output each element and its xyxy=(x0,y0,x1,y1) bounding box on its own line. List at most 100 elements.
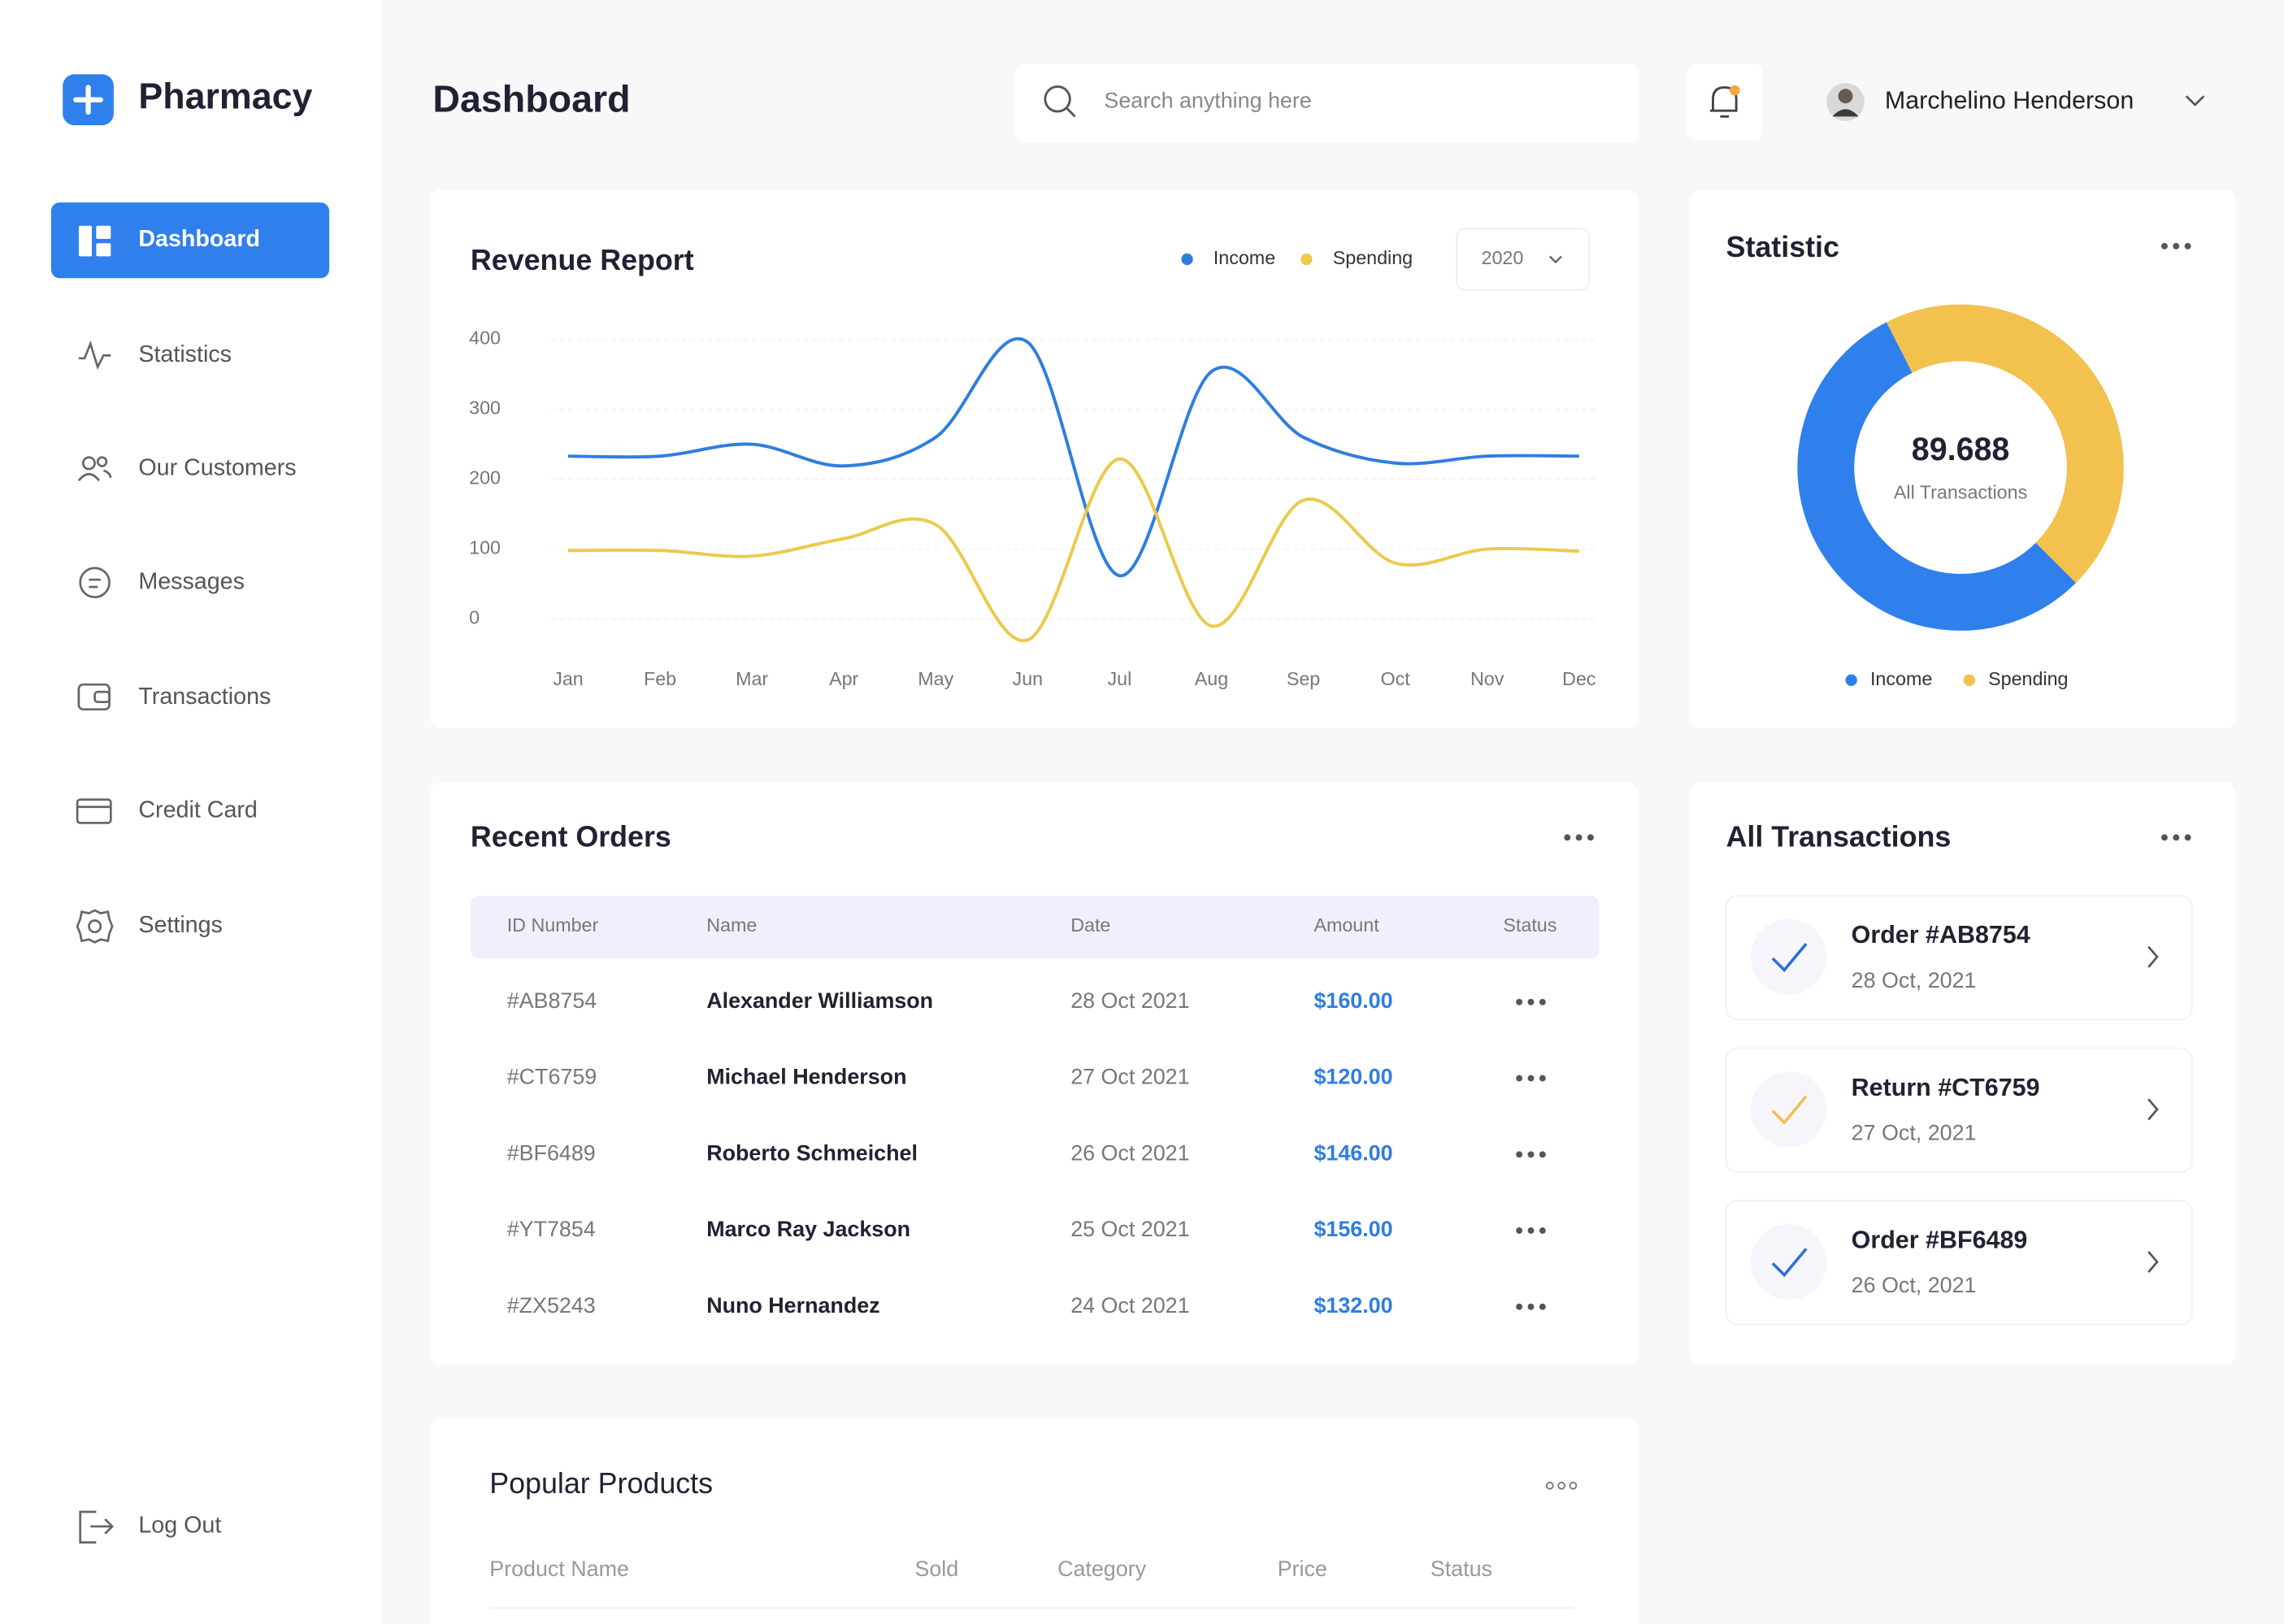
more-dot[interactable] xyxy=(1516,1151,1523,1158)
avatar-body xyxy=(1832,109,1859,117)
table-cell: #ZX5243 xyxy=(507,1293,596,1318)
more-dot[interactable] xyxy=(1527,998,1535,1005)
more-dot[interactable] xyxy=(1516,1303,1523,1310)
table-cell: #CT6759 xyxy=(507,1065,597,1089)
more-dot[interactable] xyxy=(2160,834,2168,841)
transaction-card[interactable] xyxy=(1725,1200,2193,1326)
x-tick-label: Dec xyxy=(1562,668,1596,689)
more-dot[interactable] xyxy=(1569,1481,1578,1490)
table-cell: $132.00 xyxy=(1314,1293,1392,1318)
card-title: Recent Orders xyxy=(471,821,671,853)
table-cell: $120.00 xyxy=(1314,1065,1392,1089)
nav-item[interactable]: Messages xyxy=(138,568,245,594)
table-cell: Marco Ray Jackson xyxy=(706,1217,910,1241)
transaction-chevron xyxy=(2147,1098,2159,1121)
more-dot[interactable] xyxy=(1527,1075,1535,1082)
nav-item[interactable]: Transactions xyxy=(138,684,271,710)
more-dot[interactable] xyxy=(2160,242,2168,250)
user-name[interactable]: Marchelino Henderson xyxy=(1885,86,2134,114)
table-header xyxy=(470,896,1600,959)
bell-button[interactable] xyxy=(1687,63,1763,141)
transaction-icon-bg xyxy=(1751,1071,1827,1148)
table-cell: $160.00 xyxy=(1314,988,1392,1013)
x-tick-label: May xyxy=(918,668,953,689)
logo-plus xyxy=(73,85,103,115)
more-dot[interactable] xyxy=(1564,834,1571,841)
y-tick-label: 200 xyxy=(469,467,501,489)
year-filter[interactable] xyxy=(1456,228,1591,291)
transaction-check xyxy=(1771,1248,1808,1278)
card-title: Popular Products xyxy=(489,1467,713,1500)
search-box[interactable] xyxy=(1015,63,1639,143)
y-tick-label: 100 xyxy=(469,537,501,558)
table-cell: 26 Oct 2021 xyxy=(1070,1140,1189,1165)
donut-center-value: 89.688 xyxy=(1912,432,2010,467)
year-filter-label[interactable]: 2020 xyxy=(1482,247,1524,268)
page-title: Dashboard xyxy=(432,78,630,120)
more-dot[interactable] xyxy=(1516,1075,1523,1082)
table-column: Sold xyxy=(914,1557,958,1581)
transaction-check xyxy=(1771,1095,1808,1125)
more-dot[interactable] xyxy=(2184,242,2191,250)
transaction-chevron xyxy=(2147,945,2159,968)
more-dot[interactable] xyxy=(1516,1227,1523,1234)
transaction-title: Return #CT6759 xyxy=(1852,1074,2040,1101)
transaction-date: 28 Oct, 2021 xyxy=(1852,968,1977,992)
more-dot[interactable] xyxy=(1539,1151,1546,1158)
table-column: Product Name xyxy=(489,1557,629,1581)
transaction-date: 26 Oct, 2021 xyxy=(1852,1273,1977,1297)
nav-active[interactable] xyxy=(50,202,330,279)
x-tick-label: Sep xyxy=(1287,668,1320,689)
card-title: All Transactions xyxy=(1726,821,1952,853)
more-dot[interactable] xyxy=(1539,1227,1546,1234)
more-dot[interactable] xyxy=(2173,834,2180,841)
nav-item[interactable]: Credit Card xyxy=(138,797,258,823)
more-dot[interactable] xyxy=(1527,1303,1535,1310)
transaction-title: Order #BF6489 xyxy=(1852,1226,2028,1253)
table-column: Date xyxy=(1070,914,1110,936)
more-dot[interactable] xyxy=(1539,1075,1546,1082)
bell-icon xyxy=(1709,86,1738,118)
legend-label: Income xyxy=(1870,668,1932,689)
x-tick-label: Oct xyxy=(1381,668,1411,689)
nav-item[interactable]: Statistics xyxy=(138,341,232,367)
icon-dashboard xyxy=(78,225,111,257)
search-placeholder: Search anything here xyxy=(1104,89,1311,113)
table-column: Category xyxy=(1057,1557,1147,1581)
more-dot[interactable] xyxy=(1557,1481,1565,1490)
more-dot[interactable] xyxy=(1539,998,1546,1005)
bell-badge xyxy=(1730,85,1740,96)
donut-slice xyxy=(1887,304,2124,584)
table-cell: Roberto Schmeichel xyxy=(706,1140,918,1165)
more-dot[interactable] xyxy=(1527,1151,1535,1158)
x-tick-label: Feb xyxy=(644,668,676,689)
nav-logout[interactable]: Log Out xyxy=(138,1513,221,1539)
more-dot[interactable] xyxy=(1575,834,1583,841)
y-tick-label: 400 xyxy=(469,328,501,349)
more-dot[interactable] xyxy=(1516,998,1523,1005)
x-tick-label: Jan xyxy=(553,668,584,689)
line-series xyxy=(567,457,1579,643)
more-dot[interactable] xyxy=(2173,242,2180,250)
table-cell: Michael Henderson xyxy=(706,1065,906,1089)
table-column: Price xyxy=(1278,1557,1327,1581)
more-dot[interactable] xyxy=(1587,834,1594,841)
nav-item[interactable]: Dashboard xyxy=(138,226,260,252)
transaction-card[interactable] xyxy=(1725,1047,2193,1173)
chart-title: Revenue Report xyxy=(471,244,694,276)
table-column: Status xyxy=(1431,1557,1492,1581)
nav-item[interactable]: Settings xyxy=(138,912,223,938)
more-dot[interactable] xyxy=(2184,834,2191,841)
legend-swatch xyxy=(1845,674,1857,686)
nav-item[interactable]: Our Customers xyxy=(138,455,296,481)
table-cell: #AB8754 xyxy=(507,988,597,1013)
transaction-card[interactable] xyxy=(1725,895,2193,1021)
search-icon xyxy=(1044,85,1071,113)
more-dot[interactable] xyxy=(1545,1481,1554,1490)
more-dot[interactable] xyxy=(1527,1227,1535,1234)
transaction-title: Order #AB8754 xyxy=(1852,921,2030,949)
user-chevron[interactable] xyxy=(2185,95,2205,106)
more-dot[interactable] xyxy=(1539,1303,1546,1310)
